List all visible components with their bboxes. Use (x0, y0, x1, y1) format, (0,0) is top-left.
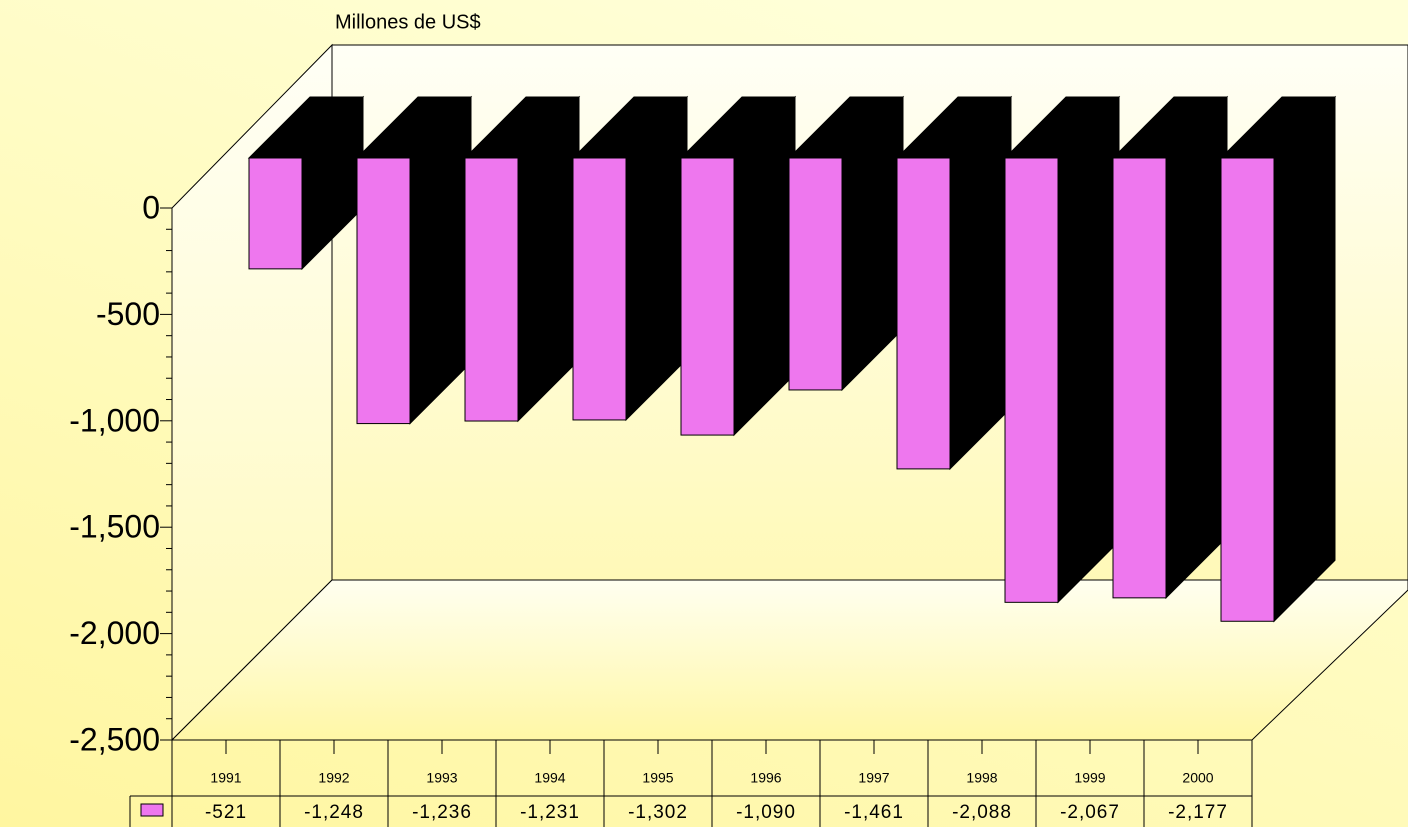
x-tick-label: 2000 (1182, 770, 1213, 786)
table-value: -2,067 (1060, 802, 1120, 823)
y-tick-label: -2,000 (69, 615, 160, 651)
table-value: -1,248 (304, 802, 364, 823)
legend-swatch (140, 803, 164, 817)
table-value: -1,461 (844, 802, 904, 823)
bar (788, 157, 843, 391)
x-tick-label: 1998 (966, 770, 997, 786)
bar (248, 157, 303, 270)
chart-title: Millones de US$ (335, 11, 481, 33)
x-tick-label: 1995 (642, 770, 673, 786)
bar (1112, 157, 1167, 599)
bar (680, 157, 735, 436)
x-tick-label: 1997 (858, 770, 889, 786)
y-tick-label: -1,500 (69, 509, 160, 545)
bar-side (1273, 95, 1336, 623)
bar (896, 157, 951, 470)
bar (1220, 157, 1275, 622)
bar (356, 157, 411, 425)
bar-side (949, 95, 1012, 471)
table-value: -1,236 (412, 802, 472, 823)
bar-side (1165, 95, 1228, 600)
table-value: -1,090 (736, 802, 796, 823)
bar (464, 157, 519, 422)
y-tick-label: -500 (96, 296, 160, 332)
table-value: -521 (205, 802, 247, 823)
x-tick-label: 1996 (750, 770, 781, 786)
table-value: -1,231 (520, 802, 580, 823)
bar-side (1057, 95, 1120, 604)
x-tick-label: 1991 (210, 770, 241, 786)
table-value: -2,088 (952, 802, 1012, 823)
bar (1004, 157, 1059, 603)
bar (572, 157, 627, 421)
y-tick-label: 0 (142, 189, 160, 225)
x-tick-label: 1994 (534, 770, 565, 786)
x-tick-label: 1993 (426, 770, 457, 786)
y-tick-label: -1,000 (69, 402, 160, 438)
y-tick-label: -2,500 (69, 721, 160, 757)
x-tick-label: 1999 (1074, 770, 1105, 786)
table-value: -2,177 (1168, 802, 1228, 823)
x-tick-label: 1992 (318, 770, 349, 786)
table-value: -1,302 (628, 802, 688, 823)
